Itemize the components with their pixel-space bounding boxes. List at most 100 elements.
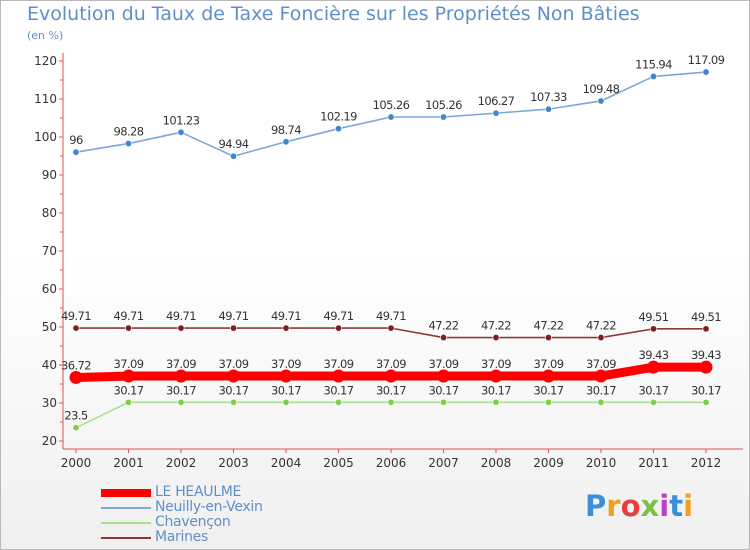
data-label: 49.71 [166,309,196,323]
data-label: 102.19 [320,110,357,124]
data-point [492,334,500,342]
data-label: 30.17 [639,383,669,397]
data-point [439,398,447,406]
data-label: 39.43 [639,348,669,362]
data-label: 49.51 [639,310,669,324]
data-label: 47.22 [481,319,511,333]
data-point [489,369,503,383]
x-tick-label: 2003 [218,456,249,470]
data-point [544,334,552,342]
data-point [334,324,342,332]
data-label: 30.17 [586,383,616,397]
data-label: 107.33 [530,90,567,104]
data-point [437,369,450,383]
data-point [647,360,660,374]
data-label: 96 [69,133,83,147]
logo-letter: i [659,489,670,523]
data-point [387,324,395,332]
data-label: 36.72 [61,358,91,372]
data-label: 47.22 [586,319,616,333]
x-tick-label: 2002 [166,456,197,470]
data-label: 49.71 [219,309,249,323]
data-label: 47.22 [534,319,564,333]
logo-letter: P [585,489,607,523]
data-label: 47.22 [429,319,459,333]
data-label: 101.23 [163,113,200,127]
data-label: 49.71 [376,309,406,323]
logo-letter: r [606,489,621,523]
data-label: 30.17 [376,383,406,397]
data-label: 49.71 [324,309,354,323]
data-label: 109.48 [583,82,620,96]
data-point [227,369,240,383]
data-point [387,398,395,406]
data-label: 106.27 [478,94,515,108]
legend-item: Neuilly-en-Vexin [101,499,361,516]
data-point [384,369,398,383]
data-point [69,370,83,384]
data-point [492,109,500,117]
data-label: 30.17 [429,383,459,397]
data-label: 30.17 [166,383,196,397]
logo-letter: t [669,489,684,523]
data-point [177,324,185,332]
data-point [72,424,80,432]
data-point [334,125,342,133]
data-point [125,398,133,406]
y-tick-label: 50 [42,320,57,334]
data-label: 30.17 [324,383,354,397]
data-point [72,148,80,156]
data-label: 37.09 [219,357,249,371]
data-point [122,369,135,383]
proxiti-logo: Proxiti [585,489,693,523]
data-point [230,398,238,406]
legend-item: Marines [101,529,361,546]
data-label: 37.09 [586,357,616,371]
y-tick-label: 90 [42,168,57,182]
data-label: 37.09 [481,357,511,371]
legend-label: Marines [155,529,208,545]
data-label: 117.09 [688,53,725,67]
x-tick-label: 2010 [586,456,617,470]
data-point [649,398,657,406]
y-tick-label: 120 [34,54,57,68]
y-tick-label: 110 [34,92,57,106]
data-point [702,398,710,406]
logo-letter: o [620,489,641,523]
legend-swatch [101,522,151,524]
legend-label: Chavençon [155,514,231,530]
x-tick-label: 2005 [323,456,354,470]
data-point [387,113,395,121]
x-tick-label: 2007 [428,456,459,470]
data-point [544,105,552,113]
data-label: 30.17 [271,383,301,397]
data-point [177,128,185,136]
data-point [439,113,447,121]
data-label: 30.17 [219,383,249,397]
y-tick-label: 60 [42,282,57,296]
x-tick-label: 2012 [691,456,722,470]
data-label: 37.09 [376,357,406,371]
data-label: 49.71 [114,309,144,323]
data-label: 105.26 [425,98,462,112]
y-tick-label: 40 [42,358,57,372]
data-point [649,325,657,333]
data-label: 30.17 [534,383,564,397]
chart-title: Evolution du Taux de Taxe Foncière sur l… [27,3,640,25]
data-point [279,369,293,383]
data-label: 30.17 [481,383,511,397]
data-point [282,324,290,332]
data-point [334,398,342,406]
data-point [230,152,238,160]
data-point [542,369,555,383]
data-label: 37.09 [534,357,564,371]
data-point [332,369,345,383]
legend-item: LE HEAULME [101,484,361,501]
y-tick-label: 70 [42,244,57,258]
legend-swatch [101,489,151,497]
data-label: 49.71 [271,309,301,323]
data-label: 37.09 [429,357,459,371]
data-label: 98.28 [114,125,144,139]
data-label: 37.09 [114,357,144,371]
